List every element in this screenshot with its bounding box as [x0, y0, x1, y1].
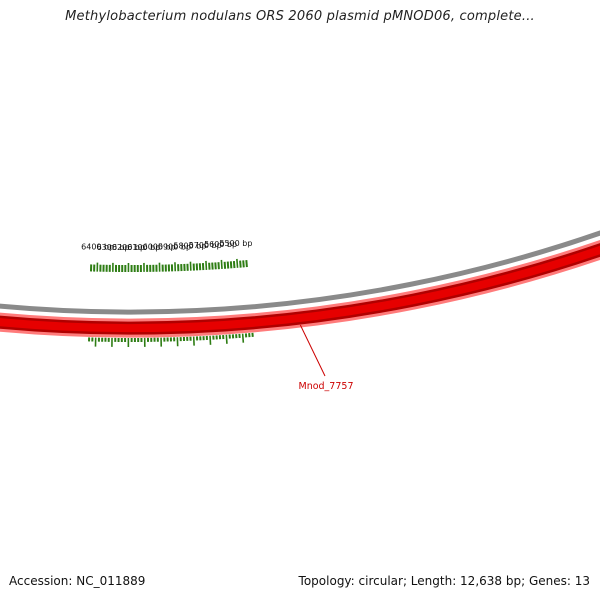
map-title: Methylobacterium nodulans ORS 2060 plasm…	[65, 9, 535, 24]
scale-tick	[236, 258, 239, 268]
scale-tick	[225, 334, 228, 344]
scale-label: 6100 bp	[127, 243, 160, 252]
outer-scale-ticks	[89, 258, 248, 273]
scale-tick	[229, 261, 233, 269]
scale-label: 6300 bp	[97, 243, 130, 252]
scale-label: 6000 bp	[143, 243, 176, 252]
scale-tick	[239, 260, 242, 268]
scale-tick	[245, 260, 248, 268]
scale-tick	[232, 261, 236, 269]
gene-feature-mnod-7757[interactable]	[0, 146, 600, 338]
gene-label-mnod-7757[interactable]: Mnod_7757	[299, 381, 354, 392]
scale-label: 5500 bp	[219, 239, 252, 248]
genome-info-label: Topology: circular; Length: 12,638 bp; G…	[298, 574, 590, 588]
scale-tick	[220, 259, 223, 270]
gene-callout-line	[299, 324, 326, 377]
scale-tick	[242, 260, 245, 268]
scale-tick	[241, 333, 245, 343]
gene-body	[0, 245, 600, 332]
scale-label: 6200 bp	[112, 243, 145, 252]
scale-label: 6400 bp	[81, 243, 114, 252]
accession-label: Accession: NC_011889	[9, 574, 146, 588]
scale-label: 5600 bp	[204, 240, 237, 249]
inner-scale-ticks	[88, 332, 254, 347]
scale-label: 5700 bp	[189, 241, 222, 250]
plasmid-backbone	[0, 230, 600, 315]
scale-label: 5800 bp	[173, 242, 206, 251]
scale-label: 5900 bp	[158, 242, 191, 251]
